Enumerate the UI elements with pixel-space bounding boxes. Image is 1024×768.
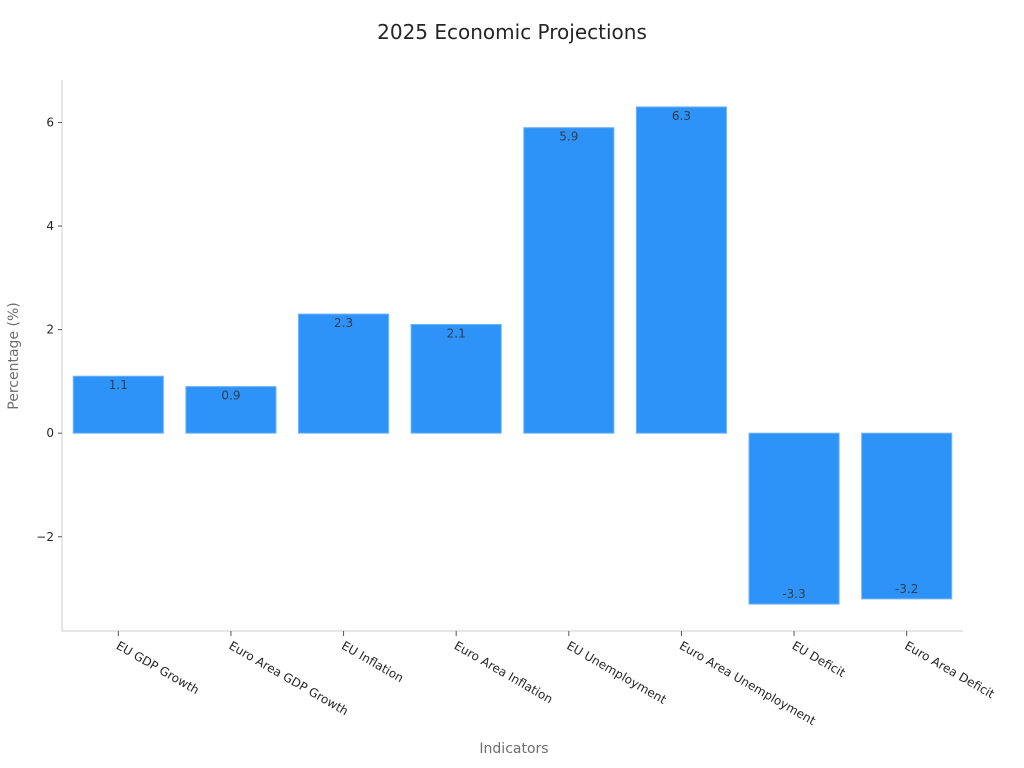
- x-tick-label: Euro Area Deficit: [902, 638, 997, 701]
- bar-value-label: 1.1: [109, 378, 128, 392]
- x-tick-label: Euro Area GDP Growth: [226, 638, 350, 718]
- bar[interactable]: [748, 432, 840, 605]
- bar[interactable]: [410, 323, 502, 434]
- x-tick-label: EU GDP Growth: [114, 638, 202, 697]
- bar[interactable]: [861, 432, 953, 600]
- bar[interactable]: [298, 313, 390, 434]
- bar-value-label: 6.3: [672, 109, 691, 123]
- bar[interactable]: [185, 386, 277, 434]
- y-tick-label: 0: [46, 426, 54, 440]
- x-tick-label: EU Inflation: [339, 638, 406, 685]
- bar[interactable]: [523, 127, 615, 434]
- y-tick-label: 2: [46, 323, 54, 337]
- bar-value-label: -3.2: [895, 582, 918, 596]
- bar[interactable]: [635, 106, 727, 434]
- bar-value-label: 2.3: [334, 316, 353, 330]
- y-tick-label: 4: [46, 219, 54, 233]
- chart-title: 2025 Economic Projections: [377, 20, 647, 44]
- y-tick-label: 6: [46, 115, 54, 129]
- x-tick-label: EU Unemployment: [564, 638, 669, 706]
- bar-value-label: -3.3: [782, 587, 805, 601]
- bar[interactable]: [72, 375, 164, 434]
- x-tick-label: Euro Area Inflation: [452, 638, 556, 706]
- bar-value-label: 0.9: [221, 389, 240, 403]
- x-axis-label: Indicators: [479, 741, 549, 757]
- bar-value-label: 5.9: [559, 130, 578, 144]
- y-tick-label: −2: [36, 530, 54, 544]
- bar-value-label: 2.1: [447, 326, 466, 340]
- x-tick-label: EU Deficit: [790, 638, 848, 680]
